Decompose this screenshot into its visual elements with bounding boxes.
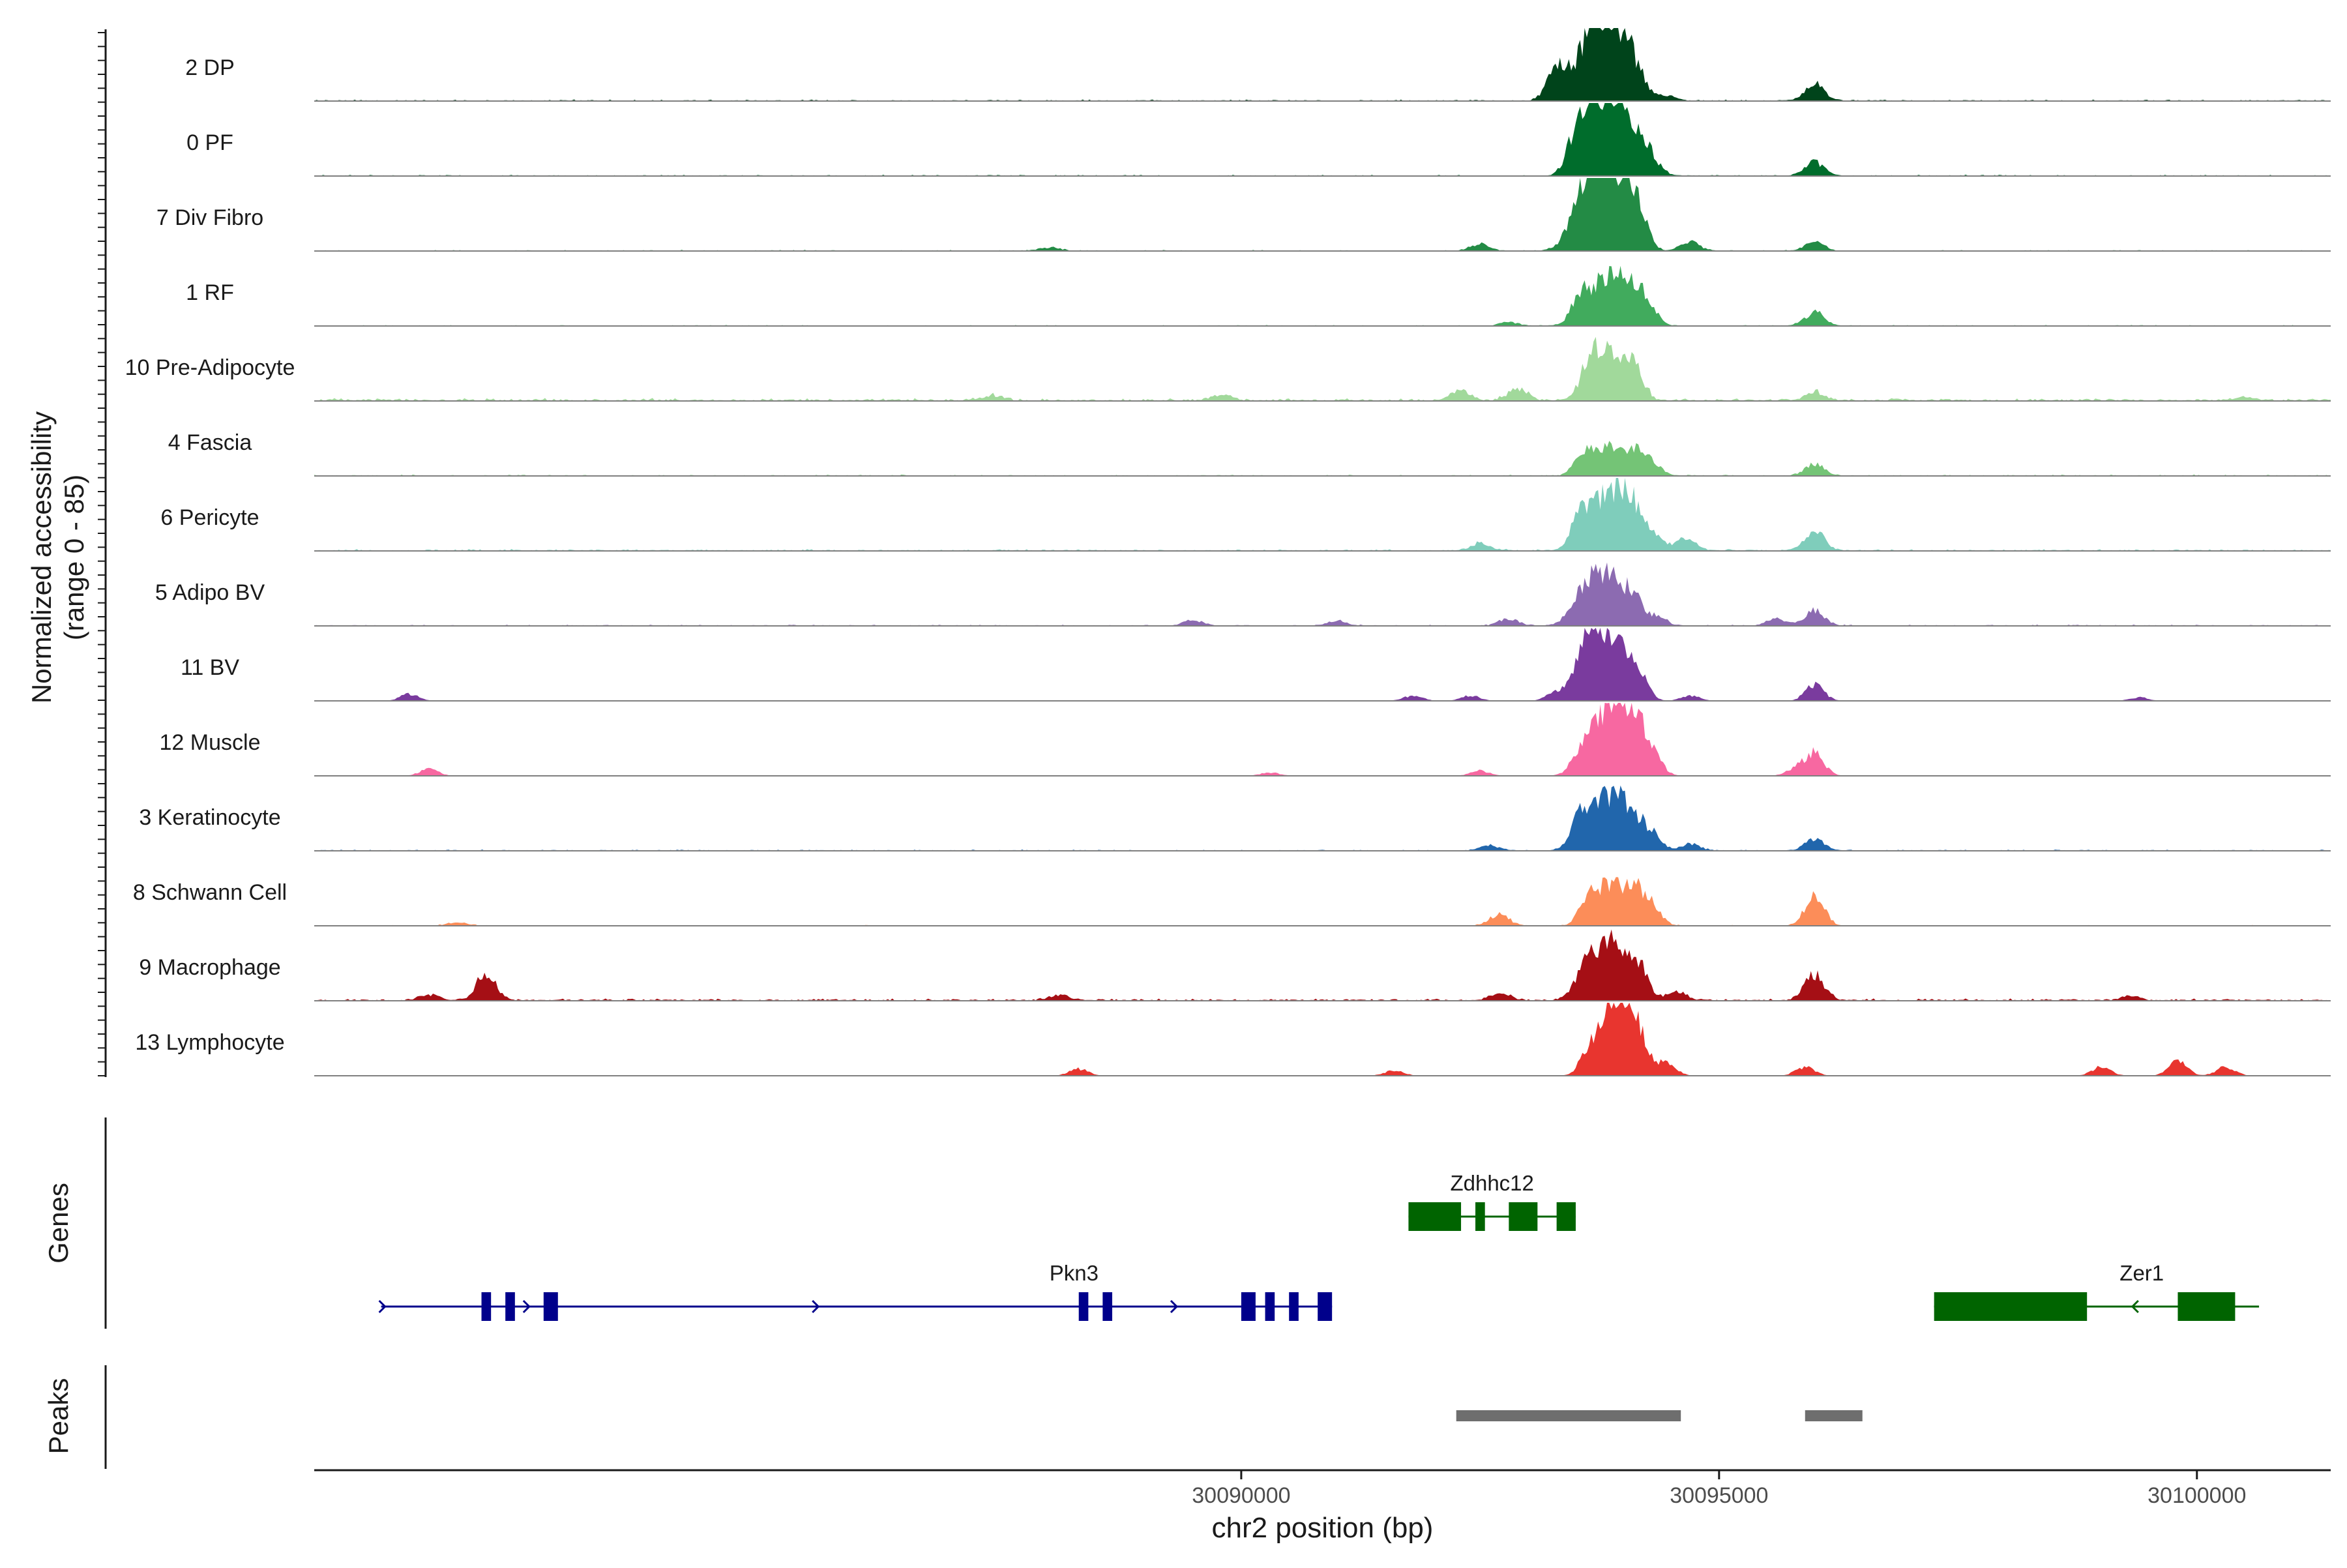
gene-exon-pkn3-5 [1102,1292,1113,1321]
x-tick-label-3: 30100000 [2148,1483,2246,1508]
peak-region-2 [1805,1410,1863,1421]
strand-arrow-pkn3-4 [1170,1299,1179,1314]
track-label-10: 12 Muscle [160,730,261,755]
strand-arrow-pkn3-1 [378,1299,387,1314]
gene-exon-pkn3-3 [543,1292,558,1321]
track-label-13: 9 Macrophage [139,955,280,980]
track-label-3: 7 Div Fibro [156,205,263,230]
track-area-12 [314,877,2331,926]
track-panel: 2 DP 0 PF 7 Div Fibro 1 RF 10 Pre-Adipocyte 4… [125,28,2331,1076]
x-axis-title: chr2 position (bp) [1212,1512,1434,1544]
gene-exon-pkn3-7 [1265,1292,1275,1321]
x-tick-label-1: 30090000 [1192,1483,1290,1508]
track-label-9: 11 BV [181,655,239,680]
track-label-8: 5 Adipo BV [155,580,265,605]
peak-region-1 [1456,1410,1681,1421]
gene-exon-zdhhc12-4 [1556,1202,1576,1231]
peaks-axis-title: Peaks [43,1378,74,1455]
peak-panel [1456,1410,1863,1421]
gene-exon-pkn3-6 [1241,1292,1256,1321]
gene-exon-zer1-2 [2177,1292,2236,1321]
gene-exon-pkn3-1 [481,1292,492,1321]
gene-exon-zer1-1 [1934,1292,2088,1321]
genes-axis-title: Genes [43,1183,74,1264]
track-label-11: 3 Keratinocyte [139,805,280,830]
gene-exon-pkn3-9 [1318,1292,1333,1321]
strand-arrow-zer1-1 [2131,1299,2139,1314]
y-axis-title-line2: (range 0 - 85) [59,475,89,640]
track-label-1: 2 DP [185,55,235,80]
strand-arrow-pkn3-2 [522,1299,531,1314]
axes: Normalized accessibility (range 0 - 85) Ge… [26,29,2331,1544]
track-label-4: 1 RF [186,280,234,305]
strand-arrow-pkn3-3 [812,1299,820,1314]
gene-label-zer1: Zer1 [2119,1261,2164,1285]
gene-exon-zdhhc12-2 [1475,1202,1485,1231]
track-label-12: 8 Schwann Cell [133,880,287,905]
track-label-7: 6 Pericyte [160,505,259,530]
gene-label-zdhhc12: Zdhhc12 [1450,1171,1533,1195]
x-tick-label-2: 30095000 [1670,1483,1768,1508]
track-label-14: 13 Lymphocyte [135,1030,284,1055]
gene-label-pkn3: Pkn3 [1050,1261,1099,1285]
gene-exon-pkn3-2 [505,1292,515,1321]
track-label-2: 0 PF [186,130,233,155]
gene-exon-zdhhc12-1 [1408,1202,1462,1231]
gene-exon-pkn3-4 [1078,1292,1089,1321]
gene-exon-pkn3-8 [1289,1292,1299,1321]
y-axis-title-line1: Normalized accessibility [26,411,57,703]
track-label-6: 4 Fascia [168,430,252,455]
track-label-5: 10 Pre-Adipocyte [125,355,295,380]
gene-panel: Pkn3 Zdhhc12 Zer1 [378,1171,2260,1321]
gene-exon-zdhhc12-3 [1509,1202,1538,1231]
